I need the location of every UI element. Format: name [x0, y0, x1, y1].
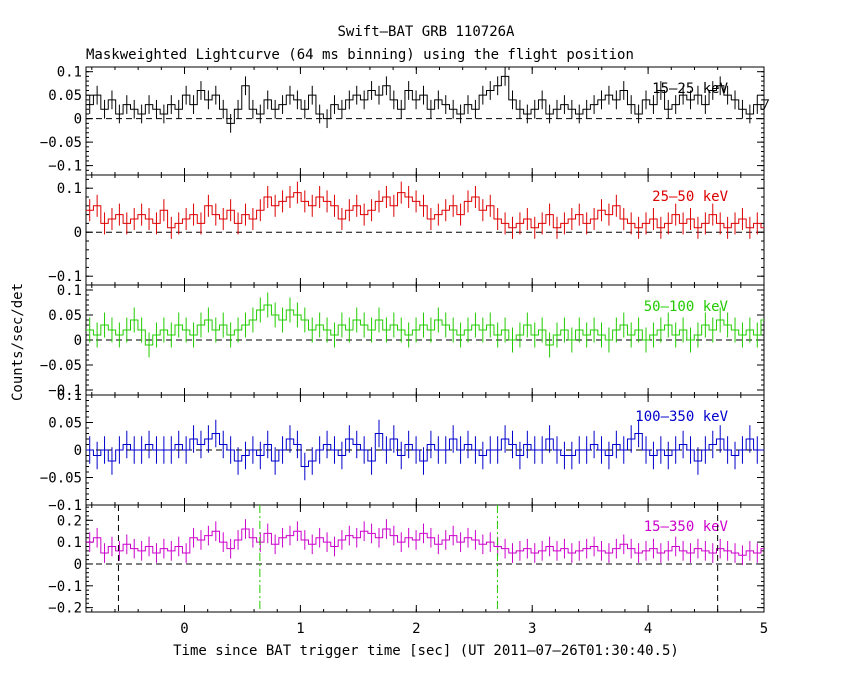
y-tick-label: 0.1 [57, 535, 82, 551]
panels-group: −0.1 −0.05 0 0.05 0.1 15–25 keV −0.1 0 0.1 25–50 … [40, 65, 770, 637]
y-tick-label: 0 [74, 112, 82, 128]
y-tick-label: 0.05 [48, 88, 82, 104]
band-label: 50–100 keV [644, 299, 729, 315]
x-tick-label: 5 [760, 621, 768, 637]
y-tick-label: 0.05 [48, 416, 82, 432]
panel-1: −0.1 −0.05 0 0.05 0.1 15–25 keV [40, 65, 770, 176]
y-tick-label: 0 [74, 557, 82, 573]
y-tick-label: −0.05 [40, 471, 82, 487]
x-tick-label: 0 [180, 621, 188, 637]
y-tick-label: −0.1 [48, 579, 82, 595]
y-tick-label: −0.05 [40, 358, 82, 374]
chart-title: Swift–BAT GRB 110726A [337, 24, 515, 40]
series-step-line [86, 433, 764, 467]
x-tick-label: 3 [528, 621, 536, 637]
y-tick-label: 0.2 [57, 513, 82, 529]
y-tick-label: 0.1 [57, 65, 82, 81]
y-tick-label: −0.05 [40, 135, 82, 151]
band-label: 100–350 keV [635, 409, 728, 425]
panel-frame [85, 504, 765, 613]
y-tick-label: −0.2 [48, 601, 82, 617]
y-tick-label: −0.1 [48, 269, 82, 285]
panel-2: −0.1 0 0.1 25–50 keV [48, 174, 765, 286]
y-axis-label: Counts/sec/det [10, 283, 26, 401]
panel-3: −0.1 −0.05 0 0.05 0.1 50–100 keV [40, 283, 765, 399]
y-tick-label: 0.1 [57, 388, 82, 404]
y-tick-label: 0 [74, 225, 82, 241]
y-tick-label: 0 [74, 333, 82, 349]
x-axis-label: Time since BAT trigger time [sec] (UT 20… [173, 643, 679, 659]
x-tick-label: 2 [412, 621, 420, 637]
y-tick-label: −0.1 [48, 498, 82, 514]
y-tick-label: 0.05 [48, 308, 82, 324]
x-tick-label: 4 [644, 621, 652, 637]
y-tick-label: 0.1 [57, 283, 82, 299]
band-label: 15–350 keV [644, 519, 729, 535]
y-tick-label: −0.1 [48, 159, 82, 175]
y-tick-label: 0 [74, 443, 82, 459]
y-tick-label: −0.1 [48, 383, 82, 399]
x-tick-label: 1 [296, 621, 304, 637]
y-tick-label: 0.1 [57, 181, 82, 197]
band-label: 15–25 keV [652, 81, 728, 97]
panel-5: −0.2 −0.1 0 0.1 0.2 15–350 keV [48, 504, 765, 617]
panel-4: −0.1 −0.05 0 0.05 0.1 100–350 keV [40, 388, 765, 514]
band-label: 25–50 keV [652, 189, 728, 205]
chart-subtitle: Maskweighted Lightcurve (64 ms binning) … [86, 47, 634, 63]
